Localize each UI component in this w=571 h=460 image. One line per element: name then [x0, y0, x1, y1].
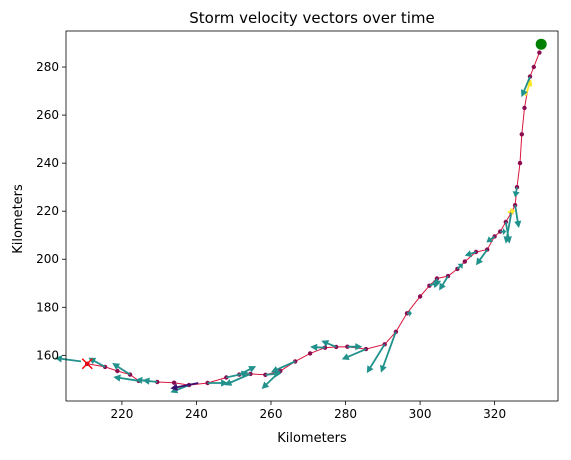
velocity-vector [476, 249, 488, 266]
x-tick-label: 280 [334, 407, 357, 421]
track-point [155, 379, 160, 385]
track-point [517, 160, 523, 166]
x-tick-label: 320 [483, 407, 506, 421]
velocity-vector [54, 355, 81, 363]
velocity-vector [224, 373, 251, 386]
velocity-vector [439, 275, 449, 291]
track-point [263, 372, 268, 377]
velocity-vector [113, 374, 139, 382]
vectors-layer [54, 76, 533, 394]
y-tick-label: 200 [36, 252, 59, 266]
y-tick-label: 260 [36, 108, 59, 122]
velocity-vector [207, 379, 229, 387]
velocity-vector [321, 340, 337, 348]
x-tick-label: 220 [110, 407, 133, 421]
track-point [462, 259, 467, 264]
velocity-vector [514, 205, 522, 228]
track-layer [85, 50, 542, 388]
end-marker [535, 38, 547, 50]
track-line [87, 52, 540, 386]
x-tick-label: 260 [260, 407, 283, 421]
y-tick-label: 160 [36, 348, 59, 362]
velocity-vector [486, 235, 496, 243]
track-point [115, 368, 120, 374]
track-point [417, 294, 423, 299]
velocity-vector [520, 76, 531, 98]
track-point [345, 344, 350, 349]
velocity-vector [503, 212, 513, 244]
velocity-vector [170, 382, 199, 391]
track-point [307, 351, 313, 356]
start-marker [81, 358, 93, 370]
velocity-vector [261, 370, 281, 389]
track-point [522, 105, 527, 111]
track-point [519, 132, 524, 137]
velocity-vector [112, 363, 131, 376]
y-tick-label: 280 [36, 60, 59, 74]
velocity-vector [512, 187, 520, 198]
markers-layer [81, 38, 547, 370]
velocity-vector [500, 228, 507, 236]
plot-frame [65, 30, 559, 402]
velocity-vector [464, 250, 477, 258]
velocity-vector [88, 357, 106, 368]
x-tick-label: 240 [185, 407, 208, 421]
velocity-vector [456, 263, 463, 270]
velocity-vector [310, 343, 326, 351]
velocity-vector [347, 343, 363, 351]
velocity-vector [507, 208, 516, 215]
velocity-vector [366, 343, 386, 374]
y-tick-label: 240 [36, 156, 59, 170]
track-point [171, 380, 177, 385]
track-point [531, 64, 536, 70]
y-tick-label: 220 [36, 204, 59, 218]
velocity-vector [238, 366, 257, 376]
velocity-vector [142, 377, 158, 385]
y-axis-label: Kilometers [11, 184, 26, 254]
velocity-vector [432, 278, 440, 289]
x-tick-label: 300 [409, 407, 432, 421]
velocity-vector [271, 360, 296, 373]
velocity-vector [380, 331, 397, 373]
y-tick-label: 180 [36, 300, 59, 314]
x-axis-label: Kilometers [277, 431, 347, 446]
axes-layer: 220 240 260 280 300 320 160 180 200 220 240 260 280 [36, 30, 559, 421]
velocity-vector [136, 376, 148, 384]
velocity-vector [407, 309, 412, 317]
chart-title: Storm velocity vectors over time [189, 9, 435, 27]
track-point [537, 50, 542, 55]
velocity-vector [341, 348, 367, 360]
